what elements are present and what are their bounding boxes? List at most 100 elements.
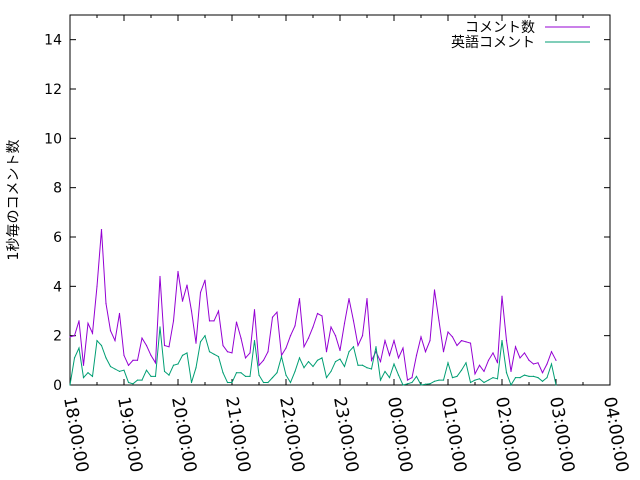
data-point (388, 354, 391, 356)
data-point (132, 359, 134, 361)
x-tick-label: 00:00:00 (383, 395, 416, 474)
data-point (352, 320, 355, 322)
data-point (487, 359, 490, 361)
data-point (550, 351, 553, 353)
data-point (285, 347, 287, 349)
x-tick-label: 23:00:00 (329, 395, 362, 474)
data-point (474, 379, 476, 381)
data-point (406, 379, 409, 381)
data-point (411, 377, 413, 379)
y-tick-label: 2 (53, 329, 62, 345)
data-point (307, 360, 310, 363)
y-tick-label: 0 (53, 378, 62, 394)
data-point (190, 381, 193, 384)
data-point (123, 354, 125, 356)
data-point (262, 381, 265, 384)
data-point (339, 349, 341, 352)
data-point (267, 381, 269, 384)
data-point (451, 377, 454, 379)
data-point (226, 351, 229, 353)
data-point (141, 379, 143, 381)
data-point (370, 368, 373, 370)
data-point (460, 340, 463, 342)
data-point (438, 379, 440, 381)
data-point (379, 360, 382, 363)
legend-label: 英語コメント (451, 34, 535, 51)
data-point (145, 369, 148, 371)
data-point (280, 356, 283, 358)
data-point (181, 300, 184, 302)
data-point (433, 380, 436, 382)
data-point (118, 370, 121, 373)
data-point (510, 370, 512, 373)
data-point (177, 270, 179, 273)
data-point (411, 381, 413, 384)
data-point (415, 354, 418, 356)
data-point (555, 359, 557, 361)
data-point (496, 378, 499, 380)
data-point (352, 346, 355, 348)
data-point (235, 372, 238, 374)
data-point (78, 347, 80, 349)
data-point (528, 375, 530, 377)
series-group (69, 229, 557, 387)
data-point (384, 370, 386, 373)
data-point (213, 353, 215, 355)
data-point (82, 364, 85, 366)
series-line-2 (69, 326, 557, 387)
x-tick-label: 20:00:00 (167, 395, 200, 474)
data-point (321, 357, 323, 359)
y-tick-label: 14 (44, 33, 62, 49)
data-point (541, 380, 544, 382)
data-point (456, 344, 458, 347)
data-point (204, 279, 206, 281)
data-point (307, 337, 310, 339)
data-point (109, 330, 112, 332)
data-point (447, 362, 449, 364)
data-point (298, 357, 301, 359)
data-point (397, 357, 400, 359)
data-point (483, 370, 485, 373)
data-point (357, 344, 359, 347)
data-point (249, 375, 251, 377)
data-point (519, 357, 521, 359)
data-point (469, 342, 472, 344)
data-point (253, 309, 256, 311)
data-point (69, 336, 71, 338)
data-point (208, 320, 211, 322)
data-point (447, 331, 449, 333)
data-point (132, 383, 134, 385)
data-point (375, 346, 377, 348)
data-point (289, 381, 292, 384)
data-point (294, 325, 296, 327)
x-tick-label: 22:00:00 (275, 395, 308, 474)
data-point (276, 372, 278, 374)
data-point (100, 229, 103, 231)
data-point (294, 370, 296, 373)
data-point (550, 363, 553, 365)
data-point (114, 340, 116, 342)
data-point (316, 359, 319, 361)
data-point (519, 377, 521, 379)
data-point (244, 375, 247, 377)
data-point (456, 375, 458, 377)
x-tick-label: 21:00:00 (221, 395, 254, 474)
data-point (478, 378, 481, 380)
data-point (316, 312, 319, 315)
data-point (312, 326, 314, 328)
data-point (532, 375, 535, 377)
data-point (258, 374, 260, 376)
data-point (141, 337, 143, 339)
data-point (438, 320, 440, 322)
series-line-1 (69, 229, 557, 381)
data-point (366, 367, 368, 369)
data-point (334, 360, 337, 363)
data-point (393, 363, 395, 365)
y-tick-label: 6 (53, 230, 62, 246)
data-point (231, 381, 233, 384)
data-point (213, 320, 215, 322)
data-point (451, 336, 454, 338)
data-point (150, 375, 152, 377)
